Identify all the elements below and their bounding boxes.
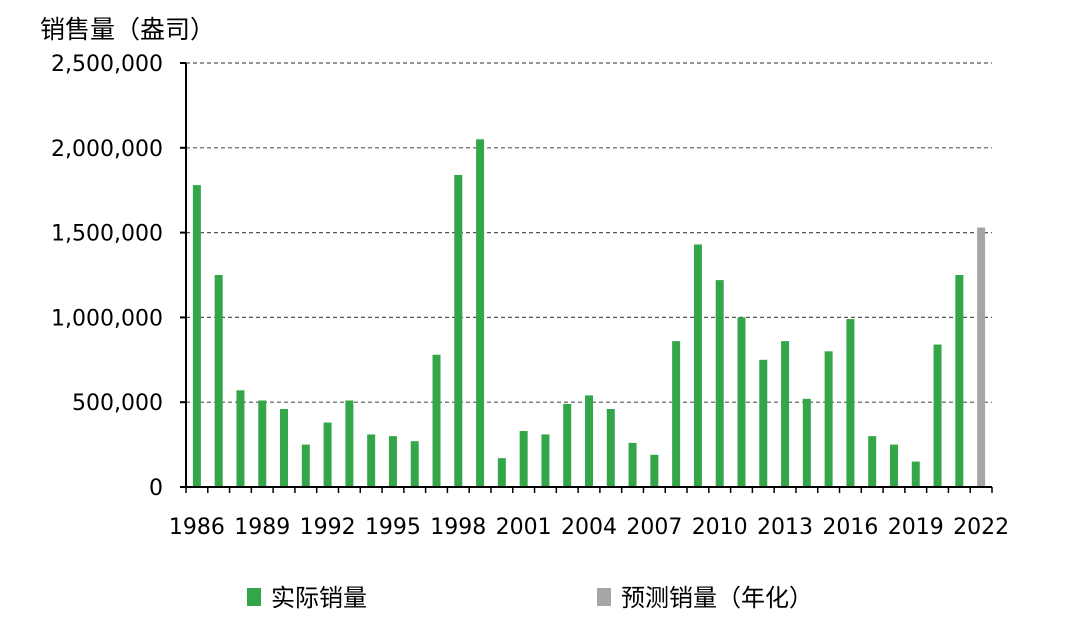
x-tick-label: 2022 [953,515,1009,540]
x-tick-label: 2019 [888,515,944,540]
bar [236,390,245,487]
bar [650,454,659,487]
bar [563,403,572,487]
x-tick-label: 1986 [169,515,225,540]
bar [606,408,615,487]
x-tick-label: 1989 [234,515,290,540]
bar [454,174,463,487]
y-tick-label: 2,000,000 [51,137,163,162]
bar [541,434,550,487]
x-tick-labels: 1986 1989 1992 1995 1998 2001 2004 2007 2010 2013… [169,515,1009,540]
bar [192,185,201,487]
y-tick-label: 500,000 [72,391,163,416]
legend-label: 实际销量 [271,584,367,612]
bar [323,422,332,487]
bar [280,408,289,487]
bar [824,351,833,487]
y-tick-label: 1,500,000 [51,222,163,247]
legend: 实际销量 预测销量（年化） [247,584,813,612]
bar [410,441,419,487]
bars [192,139,986,487]
y-tick-label: 1,000,000 [51,306,163,331]
legend-swatch [247,588,261,606]
x-tick-label: 2016 [822,515,878,540]
bar [933,344,942,487]
bar [977,227,986,487]
x-tick-label: 2007 [626,515,682,540]
bar [781,341,790,487]
bar [301,444,310,487]
bar [388,436,397,487]
bar [693,244,702,487]
bar [737,317,746,487]
bar [367,434,376,487]
x-tick-label: 2010 [692,515,748,540]
bar [715,280,724,487]
bar [432,354,441,487]
x-tick-label: 1995 [365,515,421,540]
bar [258,400,267,487]
x-tick-label: 2004 [561,515,617,540]
bar [868,436,877,487]
bar [911,461,920,487]
x-tick-label: 2001 [496,515,552,540]
bar [476,139,485,487]
x-tick-label: 2013 [757,515,813,540]
bar [955,275,964,487]
bar [672,341,681,487]
x-tick-label: 1998 [430,515,486,540]
legend-swatch [597,588,611,606]
bar [585,395,593,487]
bar [214,275,223,487]
bar [497,458,506,487]
bar [846,319,855,487]
legend-label: 预测销量（年化） [621,584,813,612]
y-tick-label: 2,500,000 [51,52,163,77]
bar [519,431,528,487]
y-tick-labels: 0 500,000 1,000,000 1,500,000 2,000,000 2,500… [51,52,163,501]
bar [802,398,811,487]
grid-lines [186,62,992,403]
bar [759,359,768,487]
y-tick-label: 0 [149,476,163,501]
y-axis-title: 销售量（盎司） [40,15,215,44]
bar [345,400,354,487]
axes [180,62,993,493]
bar [628,442,637,487]
bar [889,444,898,487]
x-tick-label: 1992 [300,515,356,540]
